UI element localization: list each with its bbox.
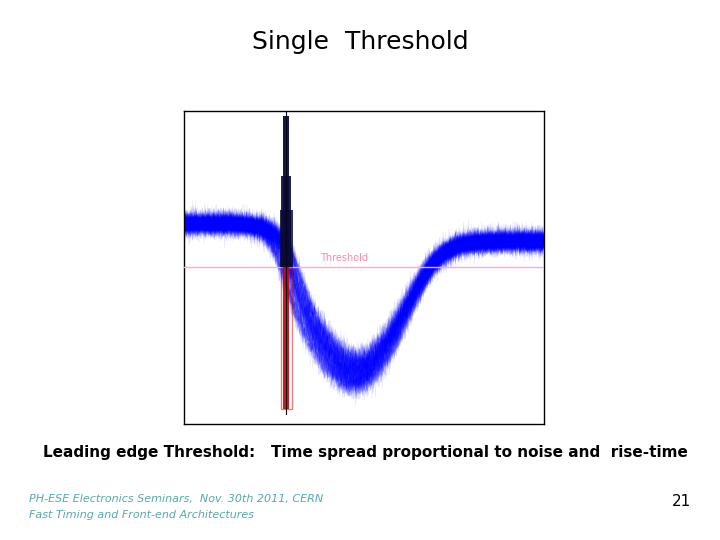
Text: 21: 21 bbox=[672, 494, 691, 509]
Bar bbox=[282, 177, 291, 267]
Text: Leading edge Threshold:   Time spread proportional to noise and  rise-time: Leading edge Threshold: Time spread prop… bbox=[43, 446, 688, 461]
Text: PH-ESE Electronics Seminars,  Nov. 30th 2011, CERN: PH-ESE Electronics Seminars, Nov. 30th 2… bbox=[29, 494, 323, 504]
Bar bbox=[283, 116, 289, 267]
Text: Single  Threshold: Single Threshold bbox=[252, 30, 468, 53]
Bar bbox=[283, 267, 289, 409]
Text: Fast Timing and Front-end Architectures: Fast Timing and Front-end Architectures bbox=[29, 510, 254, 521]
Bar bbox=[280, 210, 292, 267]
Bar bbox=[281, 267, 292, 409]
Text: Threshold: Threshold bbox=[320, 253, 369, 263]
